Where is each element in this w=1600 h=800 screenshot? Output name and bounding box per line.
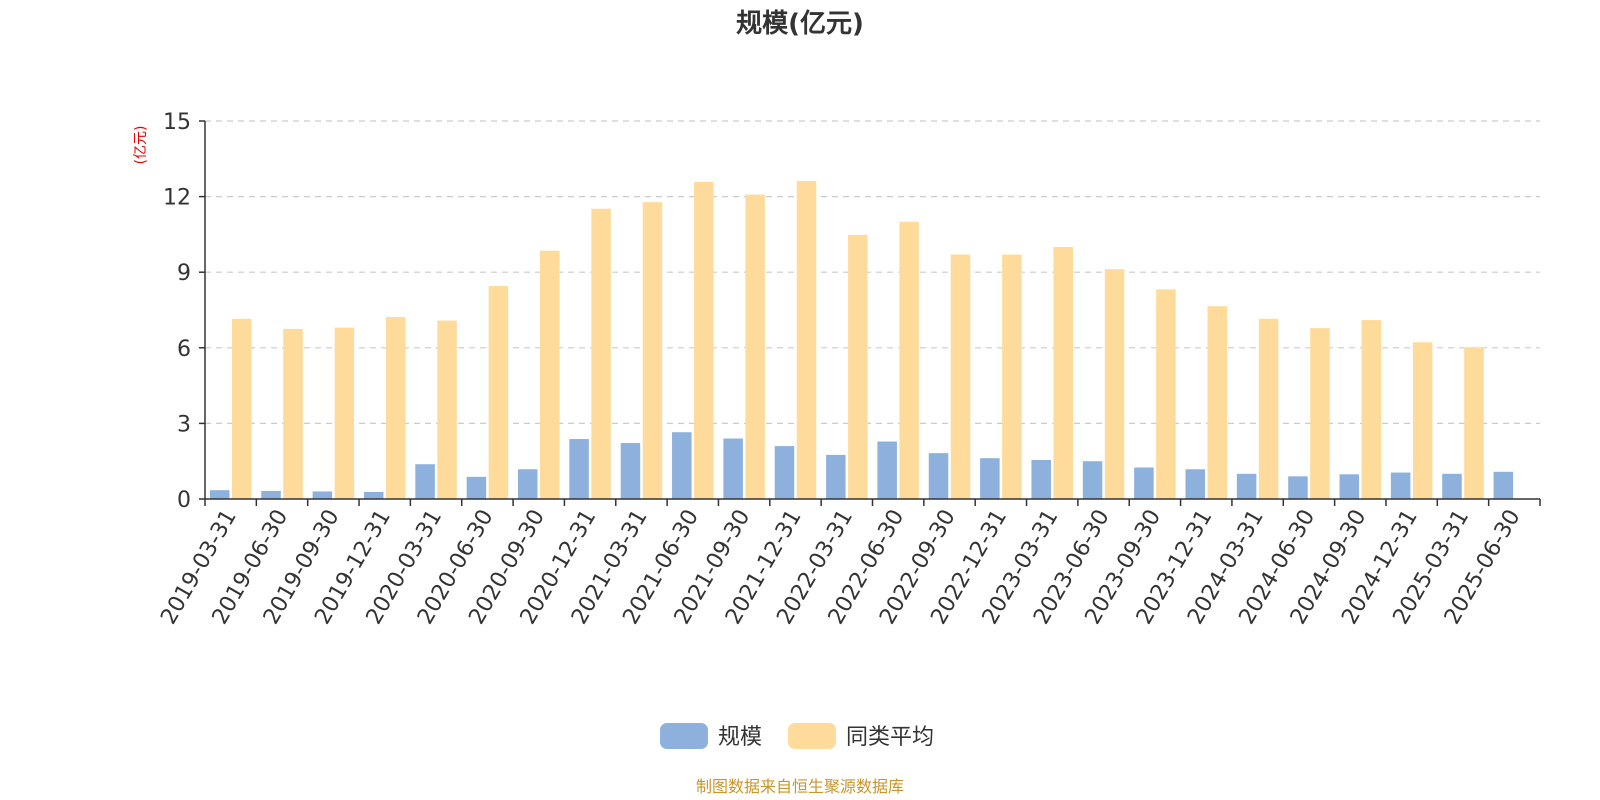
bar-scale[interactable]: [1493, 471, 1514, 499]
bar-scale[interactable]: [1134, 467, 1154, 500]
bar-peer-average[interactable]: [1310, 328, 1330, 499]
y-tick-label: 3: [177, 412, 191, 437]
bar-scale[interactable]: [1339, 474, 1360, 499]
bar-scale[interactable]: [928, 453, 949, 499]
bar-scale[interactable]: [1185, 469, 1206, 499]
bar-scale[interactable]: [466, 476, 487, 499]
x-tick-labels: 2019-03-312019-06-302019-09-302019-12-31…: [156, 505, 1525, 628]
bar-peer-average[interactable]: [591, 208, 611, 500]
bar-scale[interactable]: [1236, 473, 1257, 499]
bar-scale[interactable]: [261, 490, 281, 499]
bar-peer-average[interactable]: [1412, 342, 1433, 499]
bar-peer-average[interactable]: [1104, 269, 1125, 499]
bar-scale[interactable]: [877, 441, 897, 499]
bar-peer-average[interactable]: [848, 234, 868, 500]
bar-peer-average[interactable]: [1258, 318, 1279, 499]
bar-peer-average[interactable]: [950, 254, 971, 499]
bar-peer-average[interactable]: [1361, 320, 1382, 499]
bar-peer-average[interactable]: [231, 318, 252, 499]
bar-scale[interactable]: [1390, 472, 1411, 499]
bar-peer-average[interactable]: [796, 180, 817, 499]
bar-peer-average[interactable]: [1156, 289, 1176, 499]
bar-scale[interactable]: [1288, 476, 1308, 499]
legend-label-scale[interactable]: 规模: [718, 725, 762, 750]
y-tick-label: 9: [177, 261, 191, 286]
bar-scale[interactable]: [518, 469, 538, 499]
bar-peer-average[interactable]: [488, 286, 509, 499]
bar-scale[interactable]: [826, 454, 846, 499]
bar-scale[interactable]: [723, 438, 743, 499]
y-tick-label: 12: [163, 186, 191, 211]
bar-scale[interactable]: [312, 491, 333, 499]
legend-swatch-peer-average[interactable]: [788, 723, 836, 749]
bar-scale[interactable]: [569, 439, 589, 499]
chart-title: 规模(亿元): [736, 9, 864, 39]
source-footnote: 制图数据来自恒生聚源数据库: [696, 777, 904, 796]
bar-peer-average[interactable]: [1464, 347, 1484, 499]
legend-swatch-scale[interactable]: [660, 723, 708, 749]
bar-scale[interactable]: [1082, 461, 1103, 499]
bar-peer-average[interactable]: [1207, 306, 1228, 499]
bar-peer-average[interactable]: [642, 202, 663, 500]
bar-scale[interactable]: [1442, 473, 1462, 499]
y-tick-label: 6: [177, 337, 191, 362]
bar-scale[interactable]: [209, 490, 230, 499]
bar-peer-average[interactable]: [385, 317, 406, 499]
axes: [199, 120, 1541, 506]
legend: 规模 同类平均: [660, 723, 934, 750]
y-axis-label: (亿元): [133, 126, 149, 165]
bar-peer-average[interactable]: [745, 194, 765, 500]
bar-scale[interactable]: [415, 464, 435, 499]
bar-scale[interactable]: [672, 432, 692, 499]
bar-peer-average[interactable]: [540, 250, 560, 499]
bar-scale[interactable]: [774, 446, 795, 499]
bar-peer-average[interactable]: [1053, 247, 1073, 499]
bar-peer-average[interactable]: [283, 328, 303, 499]
y-tick-label: 15: [163, 110, 191, 135]
bars: [209, 180, 1514, 500]
bar-peer-average[interactable]: [1002, 254, 1022, 499]
bar-peer-average[interactable]: [694, 181, 714, 499]
bar-peer-average[interactable]: [899, 221, 919, 500]
bar-peer-average[interactable]: [334, 327, 355, 499]
legend-label-peer-average[interactable]: 同类平均: [846, 725, 934, 750]
bar-scale[interactable]: [1031, 459, 1051, 499]
bar-scale[interactable]: [363, 491, 384, 499]
bar-peer-average[interactable]: [437, 320, 457, 499]
bar-scale[interactable]: [980, 458, 1000, 499]
y-tick-labels: 0 3 6 9 12 15: [163, 110, 191, 513]
y-tick-label: 0: [177, 488, 191, 513]
bar-scale[interactable]: [620, 443, 641, 499]
